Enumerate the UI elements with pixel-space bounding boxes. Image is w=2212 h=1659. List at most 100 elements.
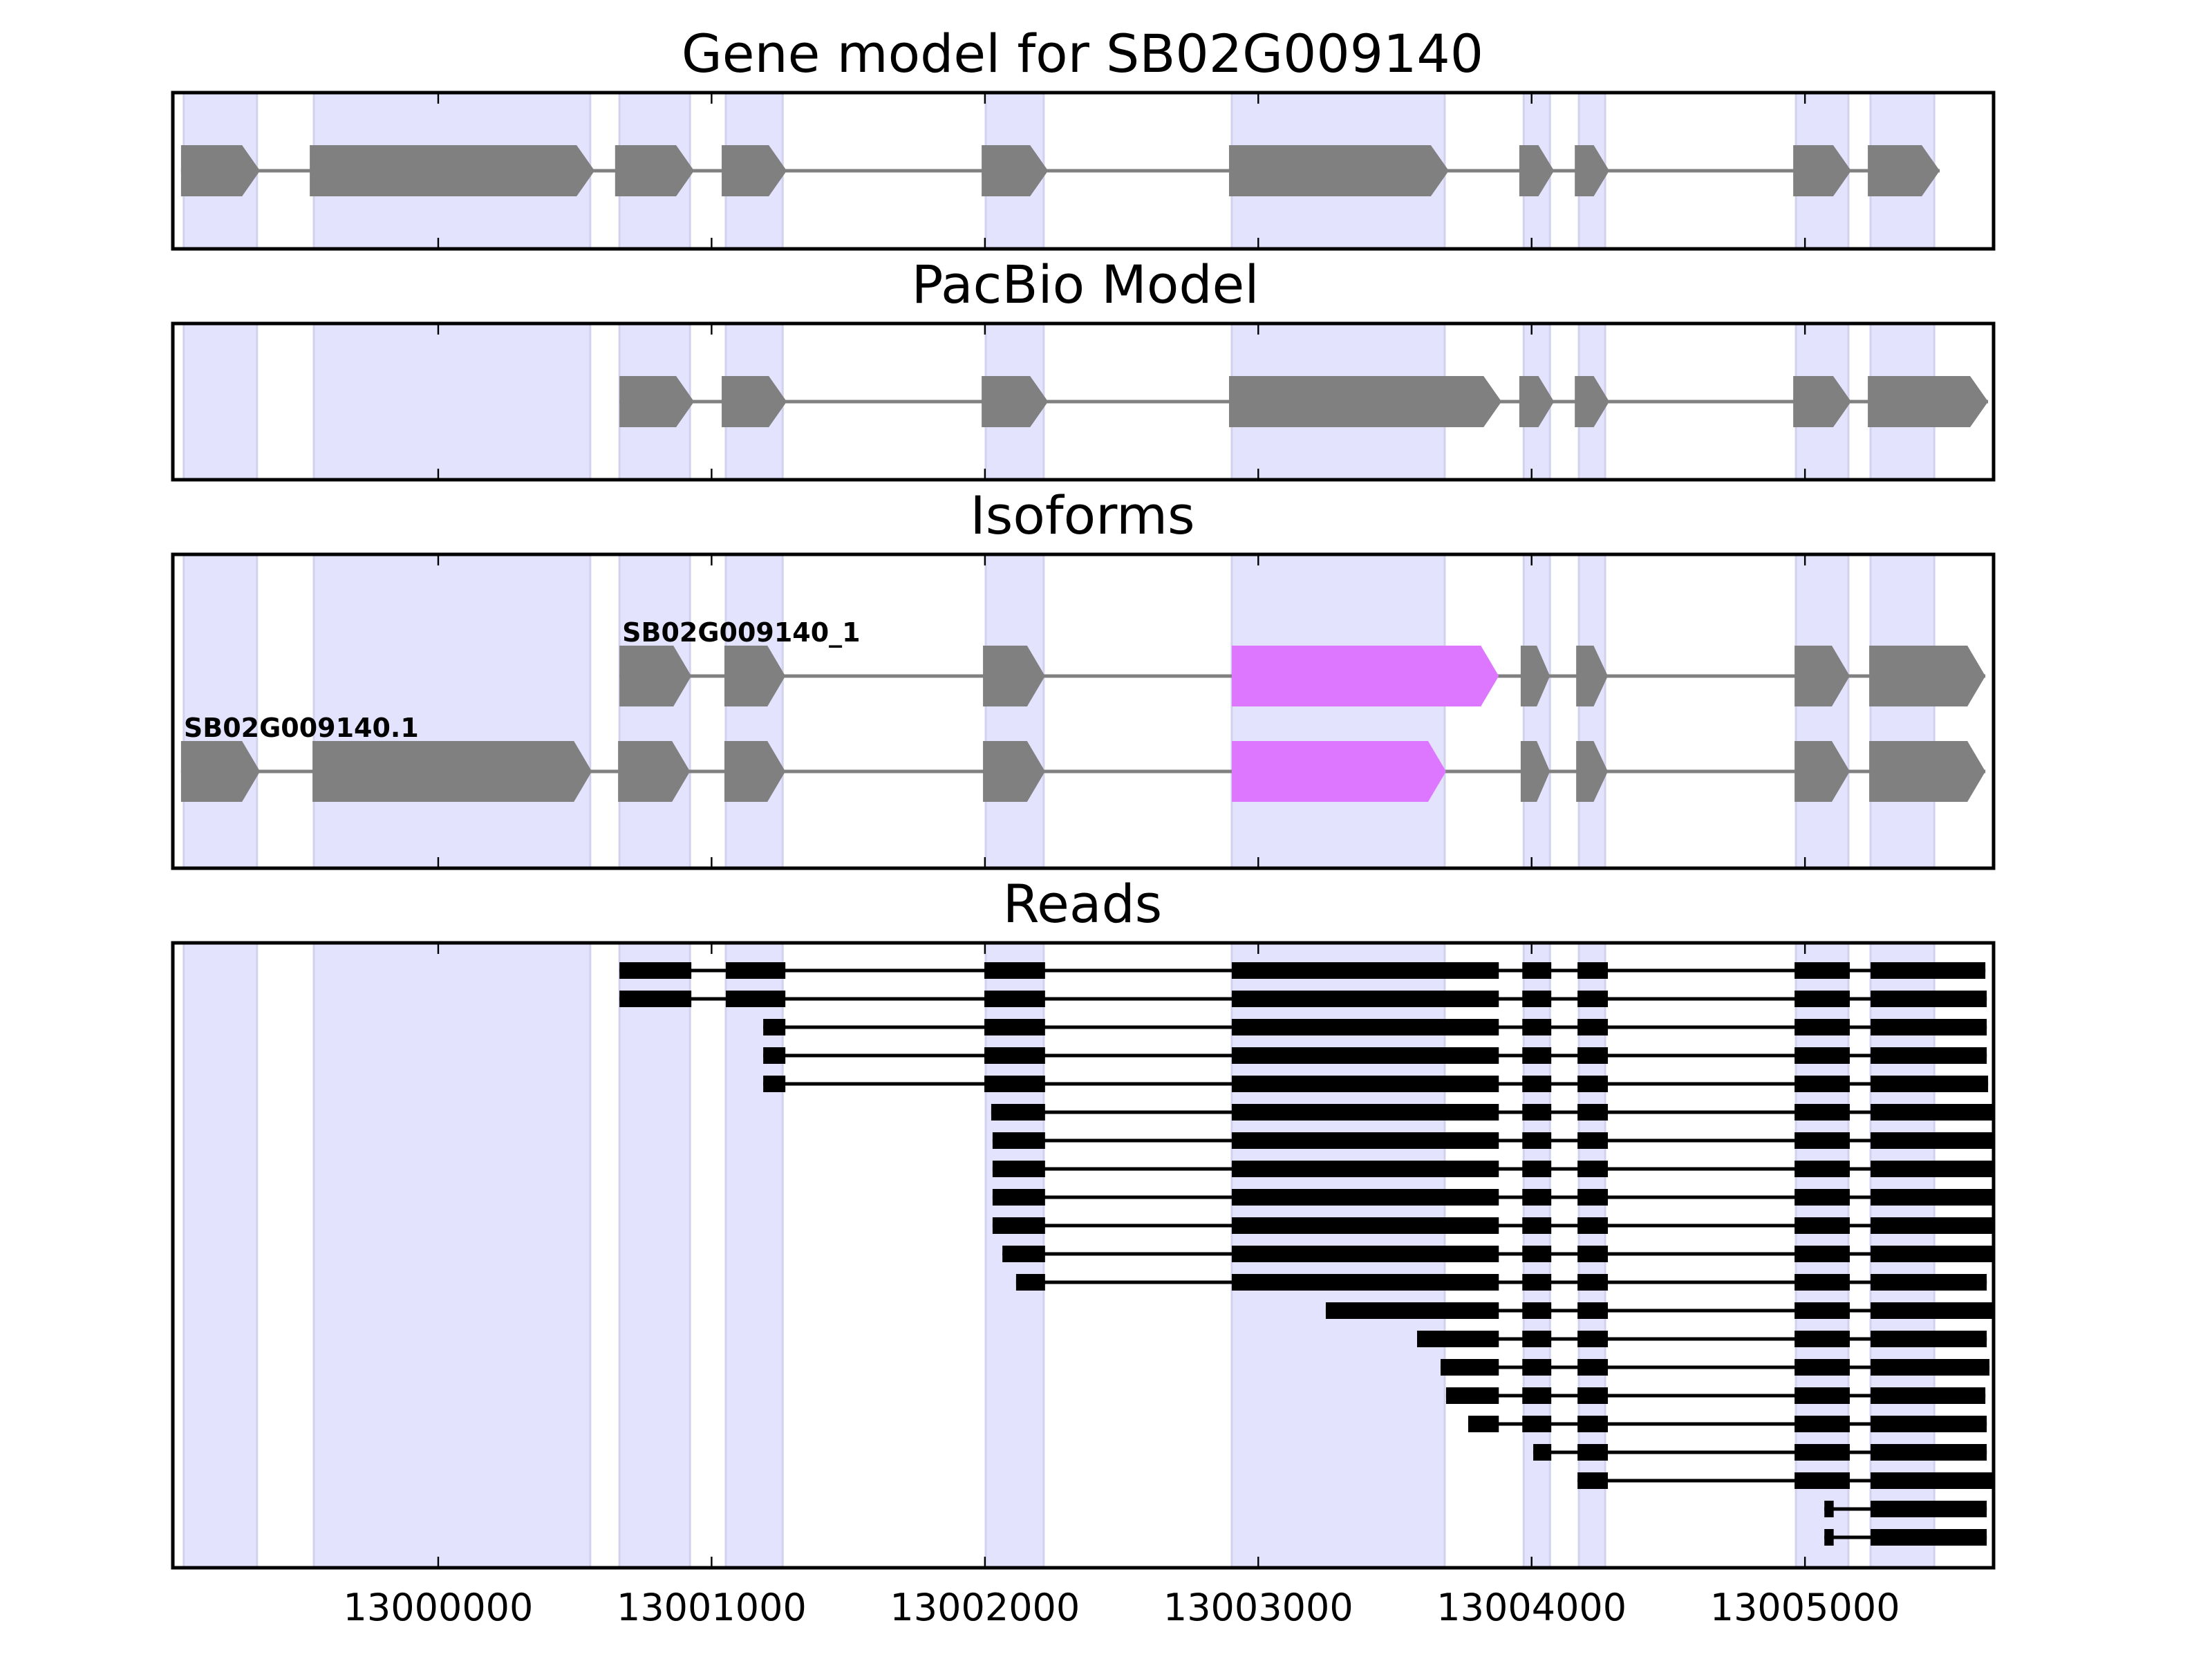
shaded-exon-region: [724, 554, 784, 868]
read-exon-block: [1522, 1359, 1552, 1376]
read-exon-block: [1577, 1359, 1609, 1376]
exon-arrow: [1868, 376, 1989, 427]
exon-arrow: [983, 741, 1045, 802]
read-exon-block: [1231, 1217, 1499, 1234]
panel-content: [182, 943, 1994, 1568]
read-exon-block: [1871, 1217, 1994, 1234]
read-exon-block: [1522, 1019, 1552, 1035]
panel-model: [171, 91, 1996, 251]
isoform-label: SB02G009140.1: [184, 713, 419, 743]
panel-title-pacbio: PacBio Model: [912, 254, 1259, 315]
x-tick-label: 13000000: [344, 1586, 534, 1629]
shaded-exon-region: [618, 554, 691, 868]
read-exon-block: [1231, 1076, 1499, 1092]
exon-arrow: [180, 741, 261, 802]
read-exon-block: [1002, 1246, 1045, 1262]
exon-arrow: [1793, 145, 1851, 196]
read-exon-block: [1871, 1416, 1987, 1432]
read-exon-block: [992, 1189, 1045, 1206]
read-exon-block: [1231, 1132, 1499, 1149]
read-exon-block: [1441, 1359, 1499, 1376]
x-tick-labels: 13000000 13001000 13002000 13003000 13004000…: [344, 1586, 1900, 1629]
exon-arrow: [724, 646, 786, 706]
read-exon-block: [1824, 1529, 1834, 1546]
exon-arrow: [1228, 376, 1502, 427]
panel-title-gene-model: Gene model for SB02G009140: [682, 23, 1483, 84]
read-exon-block: [1794, 1104, 1850, 1121]
read-exon-block: [1577, 991, 1609, 1007]
exon-arrow: [724, 741, 786, 802]
exon-arrow: [312, 741, 592, 802]
read-exon-block: [763, 1076, 786, 1092]
read-exon-block: [725, 962, 786, 979]
read-exon-block: [1468, 1416, 1499, 1432]
exon-arrow: [722, 376, 787, 427]
exon-arrow: [1519, 145, 1555, 196]
read-exon-block: [1577, 1416, 1609, 1432]
read-exon-block: [1522, 1132, 1552, 1149]
read-exon-block: [984, 1076, 1045, 1092]
read-exon-block: [1871, 1501, 1987, 1517]
read-exon-block: [1794, 991, 1850, 1007]
read-exon-block: [1577, 1161, 1609, 1177]
shaded-exon-region: [1577, 554, 1606, 868]
exon-arrow: [982, 376, 1049, 427]
read-exon-block: [1231, 1189, 1499, 1206]
exon-arrow: [722, 145, 787, 196]
exon-arrow: [1576, 646, 1609, 706]
read-exon-block: [1577, 1331, 1609, 1347]
read-exon-block: [1231, 1047, 1499, 1064]
isoform-label: SB02G009140_1: [622, 617, 860, 648]
read-exon-block: [1577, 1444, 1609, 1461]
exon-arrow: [615, 145, 695, 196]
panel-reads: [171, 941, 1996, 1570]
read-exon-block: [1794, 1359, 1850, 1376]
read-exon-block: [1522, 1189, 1552, 1206]
read-exon-block: [1522, 1274, 1552, 1291]
panel-title-reads: Reads: [1003, 873, 1163, 935]
read-exon-block: [1871, 1387, 1986, 1404]
exon-arrow: [619, 376, 695, 427]
shaded-exon-region: [182, 943, 259, 1568]
read-exon-block: [1522, 1217, 1552, 1234]
read-exon-block: [1794, 1444, 1850, 1461]
read-exon-block: [1522, 991, 1552, 1007]
read-exon-block: [1871, 1274, 1987, 1291]
shaded-exon-region: [1522, 554, 1551, 868]
read-exon-block: [1871, 1246, 1994, 1262]
read-exon-block: [1577, 1104, 1609, 1121]
read-exon-block: [1231, 1246, 1499, 1262]
read-exon-block: [1577, 962, 1609, 979]
shaded-exon-region: [312, 554, 592, 868]
read-exon-block: [1577, 1019, 1609, 1035]
read-exon-block: [1417, 1331, 1499, 1347]
read-exon-block: [1522, 1387, 1552, 1404]
read-exon-block: [1794, 1274, 1850, 1291]
read-exon-block: [1522, 1161, 1552, 1177]
read-exon-block: [992, 1132, 1045, 1149]
read-exon-block: [984, 991, 1045, 1007]
read-exon-block: [1871, 1472, 1994, 1489]
read-exon-block: [1522, 1246, 1552, 1262]
read-exon-block: [1794, 1302, 1850, 1319]
read-exon-block: [1325, 1302, 1499, 1319]
read-exon-block: [725, 991, 786, 1007]
read-exon-block: [1871, 1104, 1994, 1121]
read-exon-block: [1577, 1472, 1609, 1489]
read-exon-block: [1871, 1359, 1990, 1376]
exon-arrow: [1576, 741, 1609, 802]
read-exon-block: [1577, 1132, 1609, 1149]
read-exon-block: [1871, 1161, 1994, 1177]
x-tick-label: 13002000: [890, 1586, 1080, 1629]
read-exon-block: [1577, 1047, 1609, 1064]
read-exon-block: [1871, 1019, 1987, 1035]
shaded-exon-region: [984, 554, 1045, 868]
read-exon-block: [1015, 1274, 1045, 1291]
exon-arrow: [1228, 145, 1449, 196]
read-exon-block: [984, 962, 1045, 979]
shaded-exon-region: [618, 943, 691, 1568]
shaded-exon-region: [724, 943, 784, 1568]
panel-frame: [171, 91, 1996, 251]
read-exon-block: [1794, 1189, 1850, 1206]
read-exon-block: [1794, 962, 1850, 979]
